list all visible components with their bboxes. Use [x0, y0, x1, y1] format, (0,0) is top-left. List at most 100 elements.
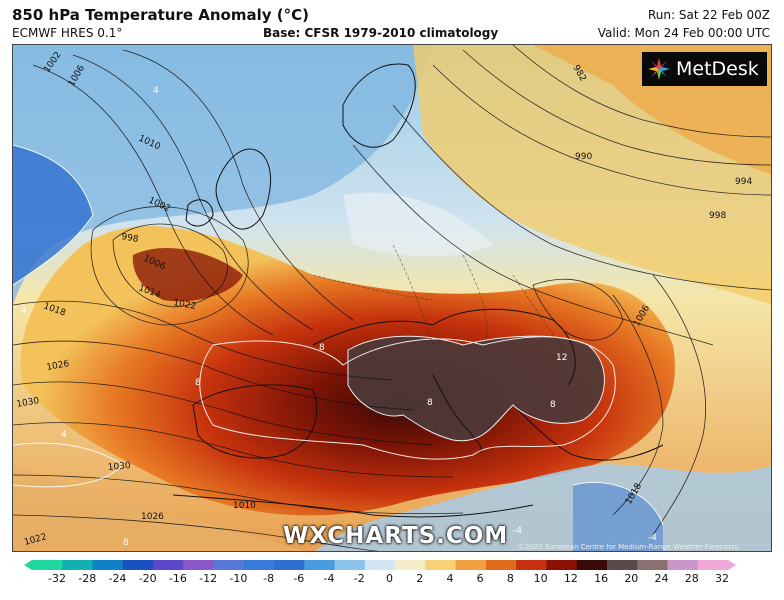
wxcharts-watermark: WXCHARTS.COM [283, 523, 509, 549]
isobar-low-ring [532, 278, 624, 341]
map-canvas: 1002 1006 1010 1002 998 1006 1014 1018 1… [13, 45, 771, 551]
chart-title: 850 hPa Temperature Anomaly (°C) [12, 6, 309, 24]
anomaly-label: 4 [61, 430, 67, 440]
anomaly-label: 4 [21, 306, 27, 316]
isobar-line [13, 514, 379, 551]
cold-anomaly-atlantic [13, 145, 93, 285]
cool-anomaly-northwest [13, 45, 433, 305]
colorbar-segment [62, 560, 94, 570]
isobar-line [432, 64, 771, 196]
isobar-line [612, 294, 664, 516]
isobar-label: 998 [709, 211, 726, 221]
isobars [13, 45, 771, 551]
colorbar-segment [274, 560, 305, 570]
colorbar-tick-label: -12 [199, 572, 218, 585]
anomaly-label: 8 [550, 400, 556, 410]
colorbar-segment [243, 560, 275, 570]
colorbar-tick-label: -32 [48, 572, 66, 585]
colorbar-tick-label: 12 [563, 572, 578, 585]
coastline-scandinavia [342, 63, 416, 148]
colorbar-tick-label: -6 [293, 572, 305, 585]
colorbar-tick-label: 8 [506, 572, 514, 585]
isobar-label: 994 [735, 177, 752, 187]
colorbar-segment [364, 560, 396, 570]
metdesk-logo: MetDesk [642, 52, 767, 86]
border-line [512, 274, 574, 366]
isobar-line [13, 300, 394, 381]
isobar-line [72, 54, 314, 331]
anomaly-contour-12 [347, 335, 605, 442]
colorbar-tick-label: -8 [263, 572, 275, 585]
isobar-label: 1030 [107, 461, 131, 473]
colorbar-tick-label: -10 [229, 572, 248, 585]
isobar-line [122, 49, 354, 321]
colorbar-tick-label: -16 [168, 572, 187, 585]
anomaly-contours [13, 144, 664, 526]
border-line [392, 244, 434, 346]
anomaly-label: -4 [648, 533, 657, 543]
chart-header: 850 hPa Temperature Anomaly (°C) ECMWF H… [0, 0, 784, 44]
colorbar-segment [606, 560, 638, 570]
isobar-label: 1026 [141, 512, 164, 522]
anomaly-contour-4 [13, 442, 124, 488]
anomaly-label: 8 [427, 398, 433, 408]
isobar-label: 1022 [172, 298, 196, 312]
coastline-greece-turkey [512, 404, 664, 461]
anomaly-contour-minus-4 [572, 481, 664, 526]
colorbar-tick-label: 2 [416, 572, 424, 585]
colorbar-segment [667, 560, 699, 570]
colorbar-tick-label: 10 [533, 572, 548, 585]
colorbar-segment [92, 560, 124, 570]
border-line [462, 254, 488, 356]
colorbar-segment [304, 560, 336, 570]
metdesk-star-icon [648, 58, 670, 80]
coastline-iberia [192, 384, 318, 459]
valid-time-label: Valid: Mon 24 Feb 00:00 UTC [597, 26, 770, 40]
country-borders [312, 244, 574, 366]
colorbar-tick-label: 24 [654, 572, 669, 585]
anomaly-labels: 4 8 8 8 12 8 4 4 8 -4 -4 [21, 86, 657, 548]
isobar-label: 998 [120, 232, 139, 245]
isobar-line [32, 64, 274, 336]
colorbar-segment [425, 560, 457, 570]
isobar-line [512, 45, 771, 138]
colorbar-tick-label: 4 [446, 572, 454, 585]
anomaly-label: 8 [195, 378, 201, 388]
isobar-line [13, 381, 434, 446]
climatology-base-label: Base: CFSR 1979-2010 climatology [263, 26, 499, 40]
ecmwf-credit: ©2020 European Centre for Medium-Range W… [518, 543, 738, 551]
isobar-low-ring [90, 206, 249, 326]
colorbar-tick-label: -20 [138, 572, 157, 585]
colorbar-segment [697, 560, 729, 570]
isobar-line [352, 144, 714, 346]
border-line [312, 274, 434, 301]
colorbar-segment [32, 560, 63, 570]
colorbar-tick-label: 16 [594, 572, 609, 585]
colorbar-segment [334, 560, 366, 570]
anomaly-label: -4 [513, 526, 522, 536]
metdesk-logo-text: MetDesk [676, 58, 759, 80]
colorbar-segment [516, 560, 547, 570]
colorbar-tick-label: 32 [715, 572, 729, 585]
colorbar-segment [637, 560, 668, 570]
colorbar-tick-label: 0 [386, 572, 393, 585]
isobar-line [13, 474, 464, 515]
colorbar-tick-label: 6 [476, 572, 484, 585]
extreme-anomaly-core [348, 336, 605, 441]
colorbar-tick-label: -28 [78, 572, 97, 585]
isobar-line [13, 422, 454, 478]
isobar-line [652, 274, 706, 536]
colorbar-segment [213, 560, 245, 570]
coastline-central-europe [312, 308, 576, 386]
isobar-label: 1010 [233, 501, 256, 511]
anomaly-map: 1002 1006 1010 1002 998 1006 1014 1018 1… [12, 44, 772, 552]
coastline-north-africa [172, 494, 534, 518]
colorbar-segment [395, 560, 426, 570]
near-zero-anomaly-central [343, 192, 493, 257]
colorbar-right-arrow [728, 560, 736, 570]
isobar-low-center [112, 223, 228, 308]
colorbar-tick-label: -2 [353, 572, 365, 585]
colorbar-segment [122, 560, 154, 570]
isobar-line [462, 49, 771, 166]
isobar-label: 1030 [16, 396, 41, 410]
